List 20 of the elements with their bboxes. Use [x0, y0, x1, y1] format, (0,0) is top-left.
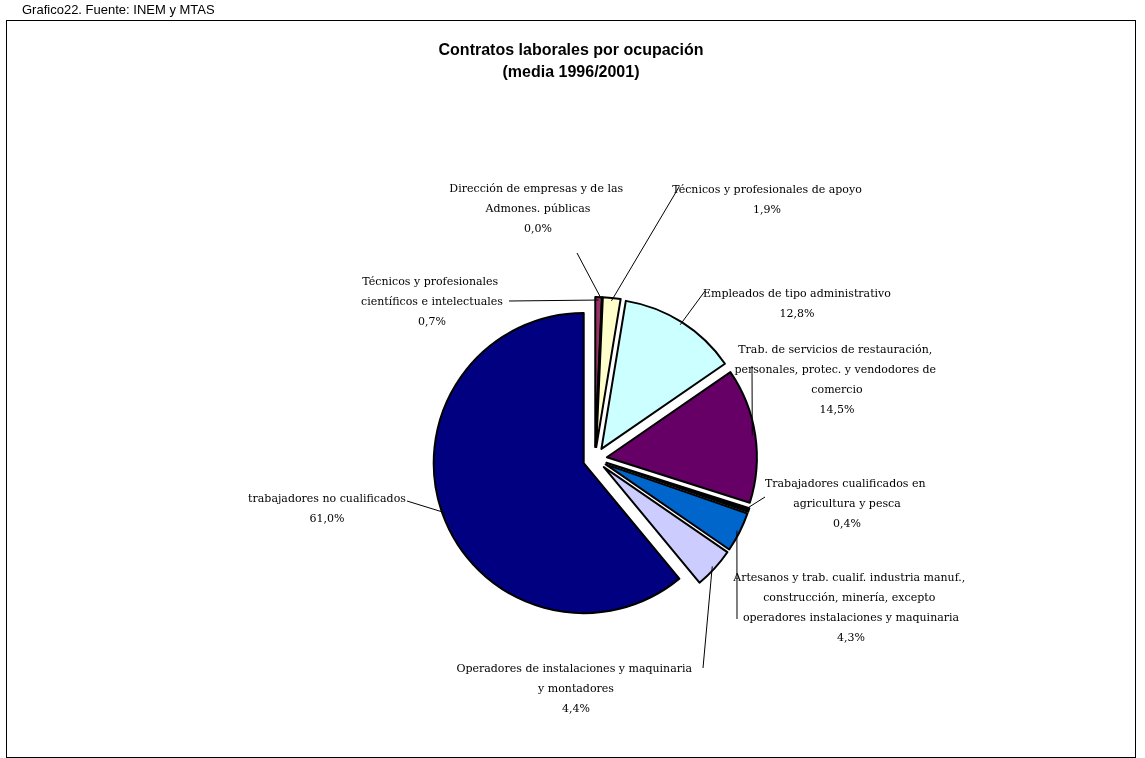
- slice-label: Empleados de tipo administrativo: [703, 286, 892, 300]
- slice-label: Trab. de servicios de restauración, personales, protec. y vendodores de comercio: [734, 342, 940, 396]
- data-label: 4,3%: [837, 630, 865, 644]
- slice-label: Trabajadores cualificados en agricultura y pesca: [764, 476, 930, 510]
- data-label: 14,5%: [819, 402, 855, 416]
- data-label: 1,9%: [753, 202, 781, 216]
- text: Grafico22. Fuente: INEM y MTAS: [22, 2, 215, 17]
- text: 0,0%: [524, 221, 552, 235]
- slice-label: Artesanos y trab. cualif. industria manuf., construcción, minería, excepto operadores instalaciones y maquinaria: [732, 570, 969, 624]
- data-label: 0,4%: [833, 516, 861, 530]
- slice-label: Técnicos y profesionales de apoyo: [672, 182, 863, 196]
- data-label: 4,4%: [562, 701, 590, 715]
- category-label: Dirección de empresas y de las Admones. públicas: [449, 181, 624, 215]
- slice-label: trabajadores no cualificados: [248, 491, 407, 505]
- data-label: 61,0%: [309, 511, 345, 525]
- slice-label: Operadores de instalaciones y maquinaria y montadores: [456, 661, 696, 695]
- data-label: 0,7%: [418, 314, 446, 328]
- slice-label: Técnicos y profesionales científicos e intelectuales: [361, 274, 504, 308]
- data-label: 12,8%: [779, 306, 815, 320]
- chart-title: Contratos laborales por ocupación (media 1996/2001): [438, 40, 704, 80]
